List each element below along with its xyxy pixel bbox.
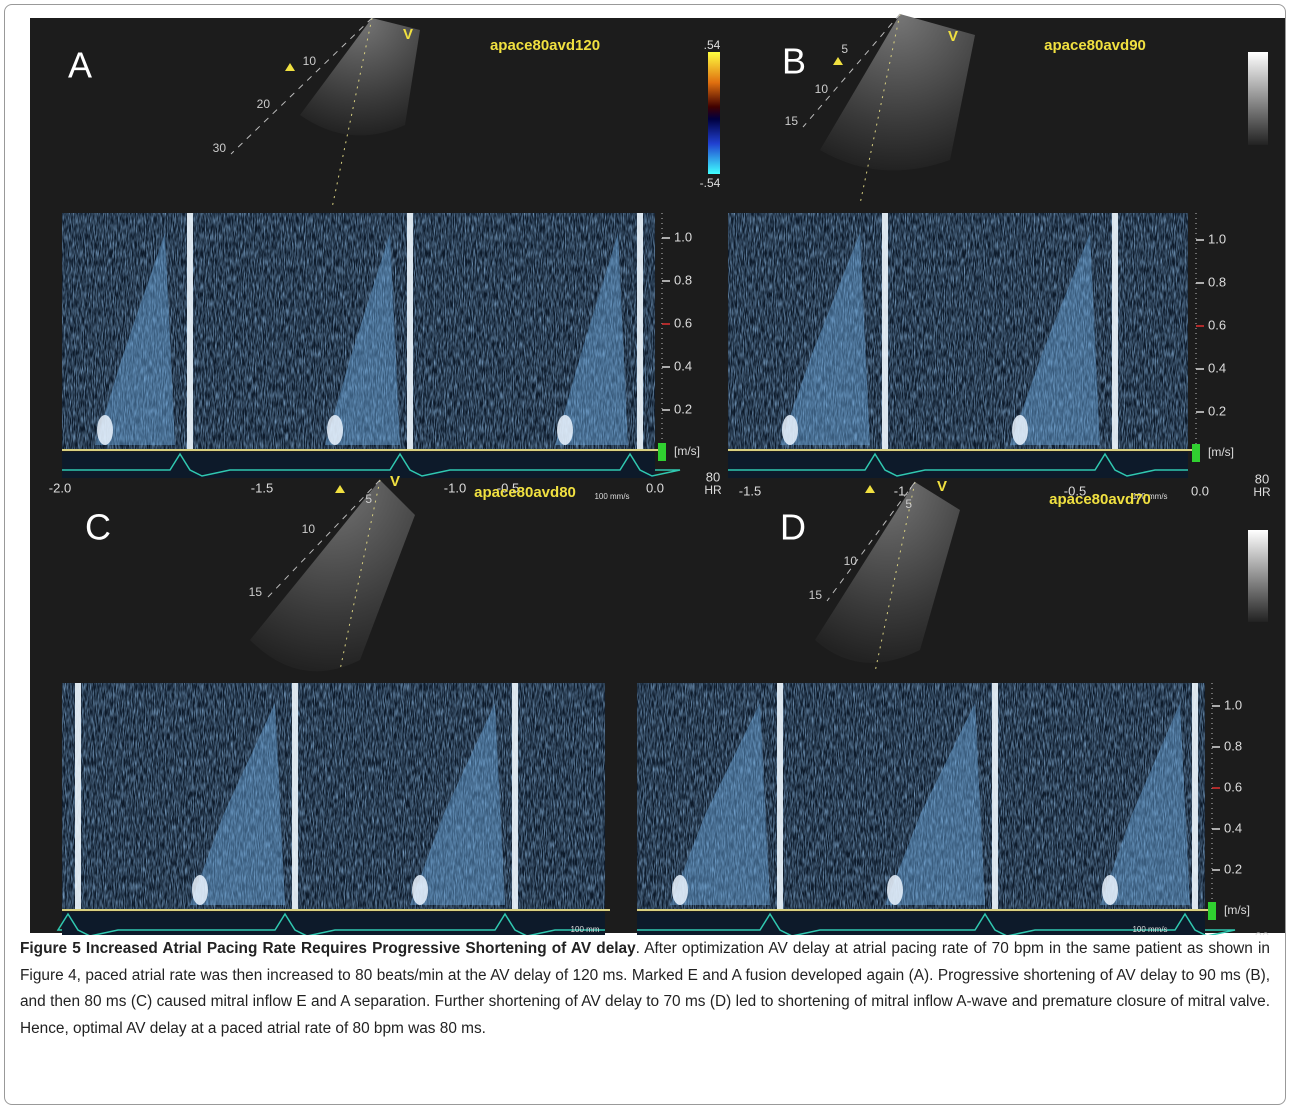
sector-mark: V [948,28,958,45]
scale-label: 0.2 [674,401,692,416]
depth-mark: 5 [905,497,912,511]
scale-label: 1.0 [1224,697,1242,712]
scale-marker [658,443,666,461]
flow-bright [887,875,903,905]
scale-label: 0.6 [1208,317,1226,332]
flow-bright [1102,875,1118,905]
panel-letter: D [780,507,806,548]
panel-letter: A [68,45,92,86]
scale-label: 0.8 [1224,738,1242,753]
time-label: -1.0 [334,934,356,935]
ecg-strip [62,912,605,935]
color-bar-label: .54 [704,38,721,52]
scale-label: 0.4 [1224,820,1242,835]
acquisition-label: apace80avd70 [1049,491,1151,508]
flow-bright [327,415,343,445]
flow-bright [672,875,688,905]
scale-label: 0.2 [1224,861,1242,876]
scale-unit: [m/s] [1208,445,1234,459]
scale-label: 0.6 [674,315,692,330]
caption-title: Figure 5 Increased Atrial Pacing Rate Re… [20,940,636,957]
scale-label: 0.8 [674,272,692,287]
depth-mark: 10 [302,522,316,536]
acquisition-label: apace80avd80 [474,484,576,501]
scale-label: 0.4 [674,358,692,373]
sector-mark: V [390,473,400,490]
ecg-strip [728,452,1188,478]
valve-click [75,683,81,910]
time-label: -1.5 [739,483,761,498]
flow-bright [782,415,798,445]
sweep-speed: 100 mm/s [594,492,629,501]
flow-bright [97,415,113,445]
time-label: -2.0 [49,480,71,495]
color-bar [708,52,720,174]
valve-click [882,213,888,450]
depth-mark: 20 [257,97,271,111]
doppler-speckle [62,683,605,910]
sector-mark: V [937,478,947,495]
time-label: 0.0 [1191,483,1209,498]
caption: Figure 5 Increased Atrial Pacing Rate Re… [20,936,1270,1042]
scale-marker [1208,902,1216,920]
scale-label: 0.4 [1208,360,1226,375]
heart-rate-label: HR [704,483,722,497]
valve-click [1192,683,1198,910]
flow-bright [1012,415,1028,445]
scale-label: 0.6 [1224,779,1242,794]
depth-mark: 15 [249,585,263,599]
depth-mark: 15 [785,114,799,128]
scale-marker [1192,444,1200,462]
depth-mark: 5 [365,492,372,506]
depth-mark: 15 [809,588,823,602]
depth-mark: 30 [213,141,227,155]
time-label: -1.0 [444,480,466,495]
valve-click [777,683,783,910]
ecg-strip [637,912,1205,935]
heart-rate-label: HR [1253,485,1271,499]
time-label: -1.5 [251,934,273,935]
flow-bright [557,415,573,445]
time-label: -0.5 [477,934,499,935]
page: Aapace80avd120 V 10 20 30 .54 -.54 1.0 0.8 0.6 0.4… [0,0,1290,1109]
heart-rate: 80 [1255,929,1269,935]
scale-label: 0.2 [1208,403,1226,418]
scale-label: 0.8 [1208,274,1226,289]
depth-mark: 10 [303,54,317,68]
color-bar-label: -.54 [700,176,721,190]
panel-letter: C [85,507,111,548]
ecg-strip [62,452,655,478]
acquisition-label: apace80avd120 [490,37,600,54]
valve-click [512,683,518,910]
valve-click [992,683,998,910]
scale-unit: [m/s] [674,444,700,458]
depth-mark: 10 [844,554,858,568]
time-label: -1.5 [251,480,273,495]
scale-unit: [m/s] [1224,903,1250,917]
panel-letter: B [782,41,806,82]
scale-label: 1.0 [1208,231,1226,246]
flow-bright [412,875,428,905]
sector-mark: V [403,26,413,43]
flow-bright [192,875,208,905]
depth-mark: 5 [841,42,848,56]
gray-bar [1248,530,1268,622]
gray-bar [1248,52,1268,145]
time-label: -2.0 [44,934,66,935]
time-label: 0.0 [646,480,664,495]
sweep-speed: 100 mm/s [1132,925,1167,934]
valve-click [407,213,413,450]
scale-label: 1.0 [674,229,692,244]
valve-click [637,213,643,450]
valve-click [187,213,193,450]
valve-click [292,683,298,910]
valve-click [1112,213,1118,450]
acquisition-label: apace80avd90 [1044,37,1146,54]
sweep-speed: 100 mm [571,925,600,934]
depth-mark: 10 [815,82,829,96]
